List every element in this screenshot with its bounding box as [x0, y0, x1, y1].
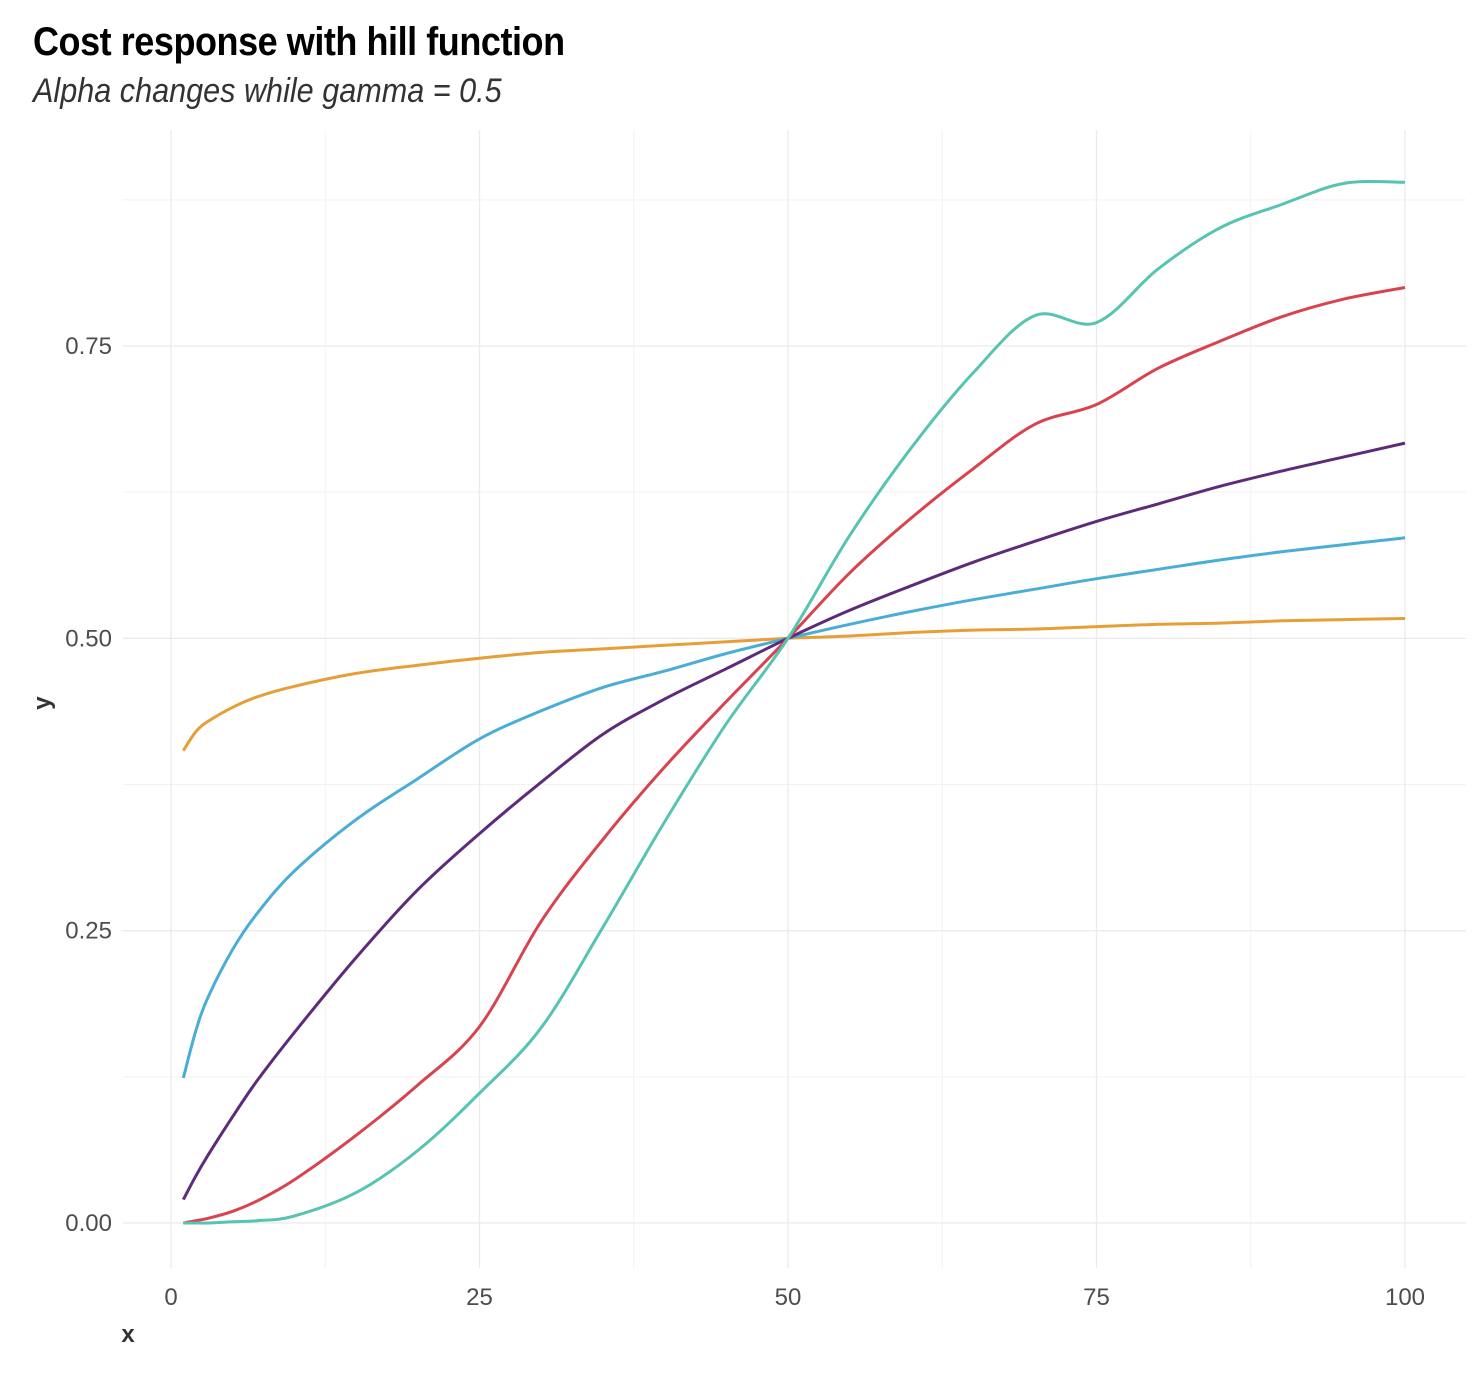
x-tick-label: 0 — [164, 1284, 177, 1311]
series-line-2 — [181, 536, 1406, 1079]
y-axis-title: y — [29, 696, 56, 710]
series-line-4 — [183, 286, 1406, 1225]
series-line-3 — [181, 441, 1406, 1201]
x-tick-label: 100 — [1385, 1284, 1425, 1311]
x-tick-label: 50 — [775, 1284, 802, 1311]
minor-gridlines — [123, 130, 1466, 1268]
series-line-5 — [183, 180, 1406, 1225]
series-line-1 — [182, 617, 1406, 752]
y-tick-label: 0.00 — [65, 1210, 112, 1237]
major-gridlines — [123, 130, 1466, 1268]
y-tick-label: 0.25 — [65, 918, 112, 945]
chart-subtitle: Alpha changes while gamma = 0.5 — [33, 72, 502, 110]
x-axis-tick-labels: 0 25 50 75 100 — [164, 1284, 1425, 1311]
x-tick-label: 75 — [1083, 1284, 1110, 1311]
y-tick-label: 0.75 — [65, 333, 112, 360]
y-axis-tick-labels: 0.00 0.25 0.50 0.75 — [65, 333, 112, 1237]
x-axis-title: x — [121, 1321, 135, 1348]
x-tick-label: 25 — [466, 1284, 493, 1311]
chart-title: Cost response with hill function — [33, 20, 565, 64]
series-lines — [181, 180, 1406, 1225]
y-tick-label: 0.50 — [65, 625, 112, 652]
